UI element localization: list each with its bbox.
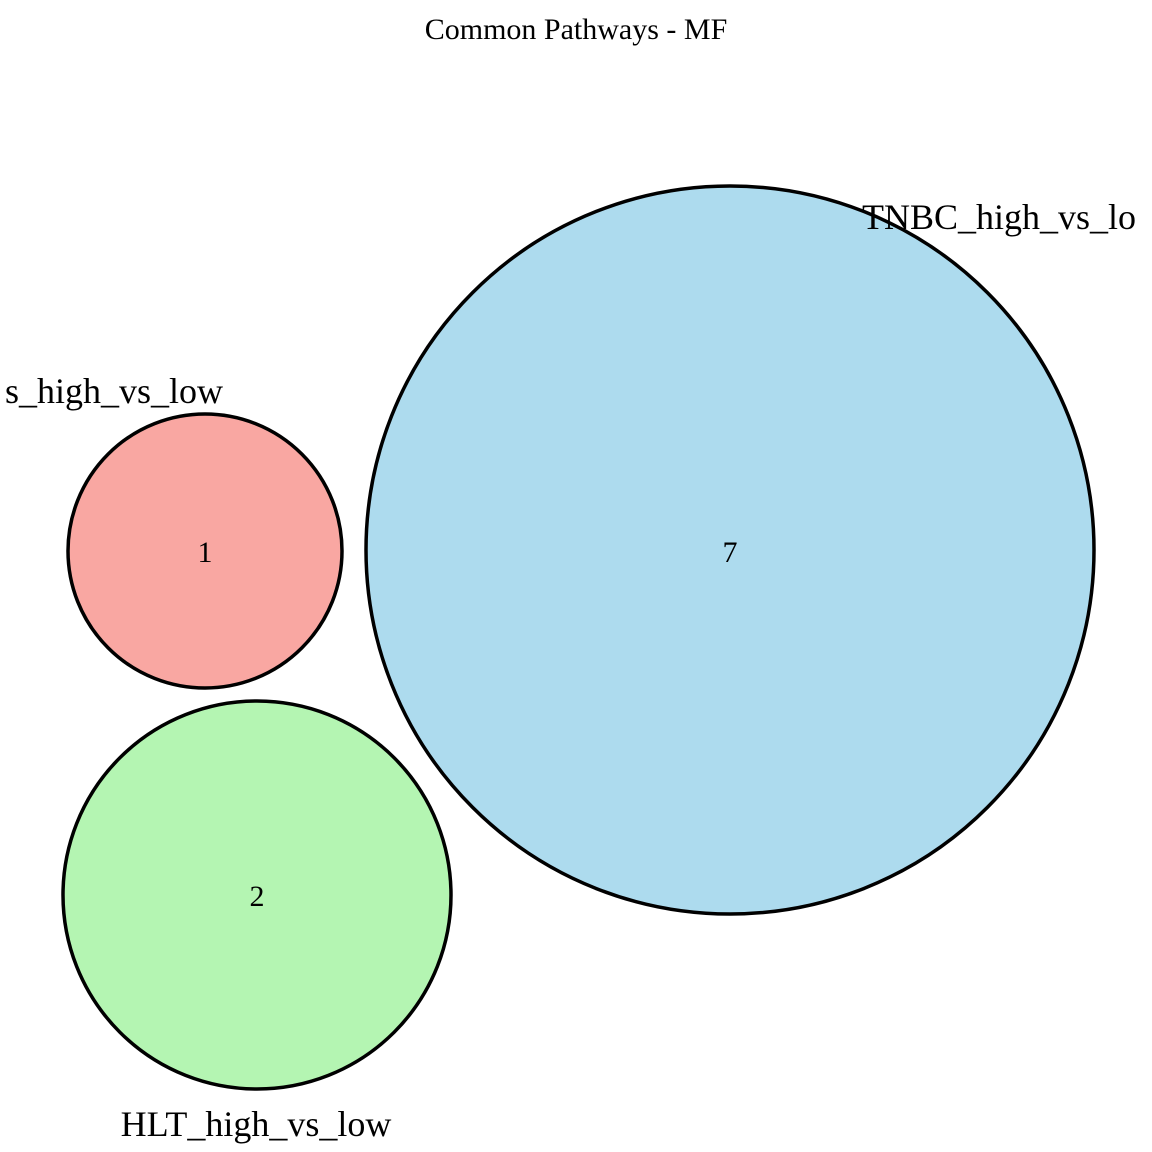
set-circle-hlt xyxy=(61,699,453,1091)
set-label-hlt: HLT_high_vs_low xyxy=(121,1104,392,1144)
set-label-first: s_high_vs_low xyxy=(5,371,223,411)
diagram-title: Common Pathways - MF xyxy=(425,13,728,46)
set-label-tnbc: TNBC_high_vs_lo xyxy=(862,197,1136,237)
set-circle-tnbc xyxy=(364,184,1096,916)
set-circle-first xyxy=(66,412,344,690)
count-first: 1 xyxy=(198,536,213,569)
count-hlt: 2 xyxy=(250,880,265,913)
count-tnbc: 7 xyxy=(723,536,738,569)
